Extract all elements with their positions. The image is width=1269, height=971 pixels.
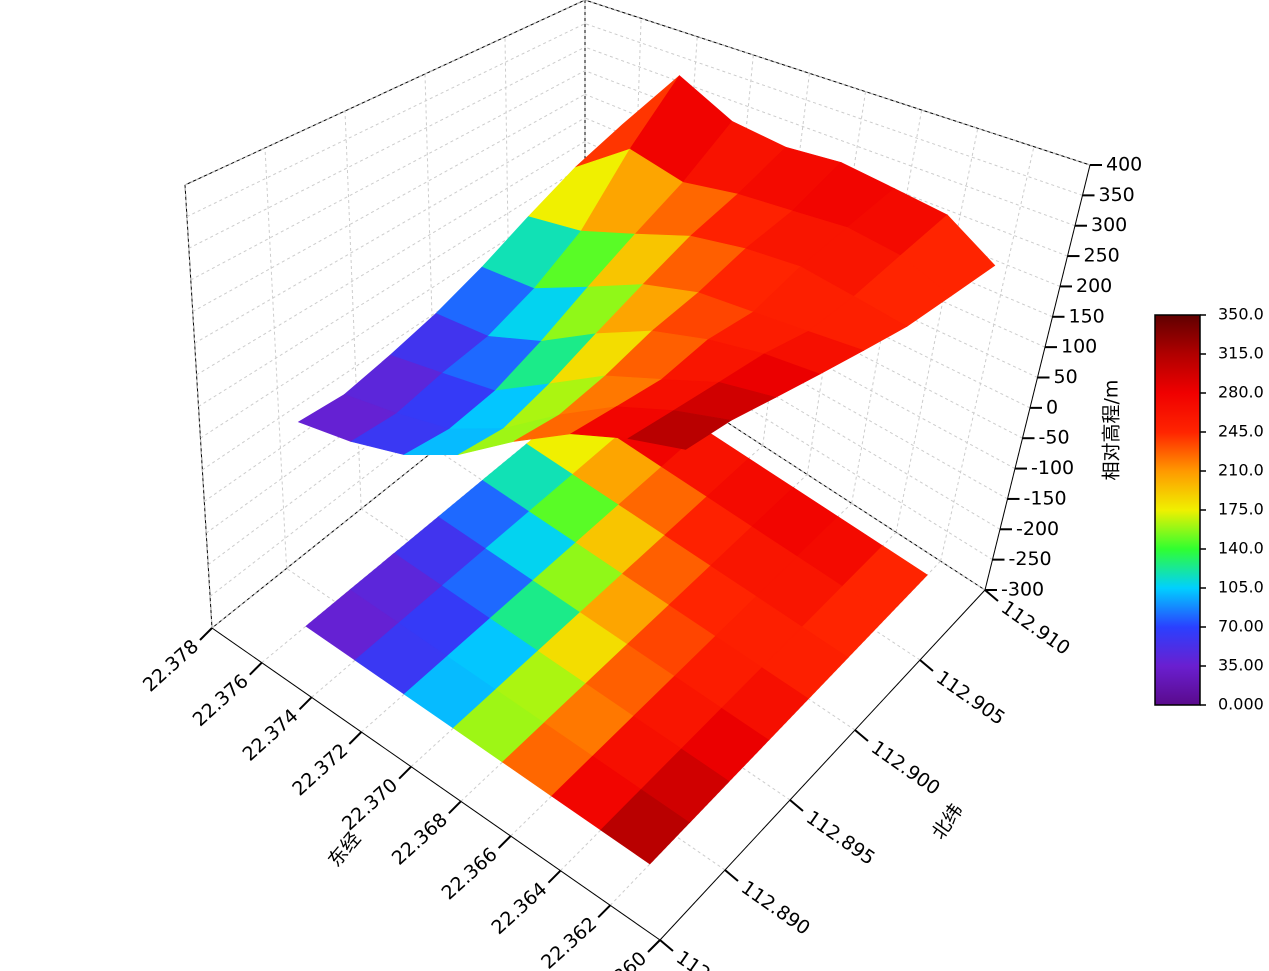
y-tick-label: 112.890: [737, 877, 814, 940]
x-tick-label: 22.364: [487, 878, 551, 939]
x-axis-title: 东经: [324, 828, 365, 871]
grid-line: [200, 188, 586, 439]
surface: [297, 75, 996, 456]
y-tick: [659, 939, 674, 952]
y-axis-title: 北纬: [928, 800, 968, 844]
z-tick-label: 50: [1054, 366, 1078, 388]
colorbar-tick-label: 350.0: [1218, 305, 1264, 324]
x-tick: [448, 800, 462, 815]
grid-line: [190, 70, 586, 281]
y-tick: [724, 869, 739, 882]
grid-line: [584, 306, 993, 561]
y-tick-label: 112.885: [672, 947, 749, 971]
y-tick: [984, 589, 999, 602]
y-tick-label: 112.900: [867, 737, 944, 800]
grid-line: [186, 23, 586, 218]
x-tick-label: 22.360: [587, 947, 651, 971]
grid-line: [504, 36, 511, 390]
x-tick: [597, 904, 611, 919]
box-edge: [659, 589, 986, 941]
colorbar-tick-label: 35.00: [1218, 656, 1264, 675]
x-tick: [647, 939, 661, 953]
x-tick-label: 22.372: [288, 739, 352, 800]
colorbar-scale: [1154, 314, 1201, 706]
grid-line: [184, 0, 586, 186]
colorbar-tick-label: 210.0: [1218, 461, 1264, 480]
x-tick: [249, 661, 263, 676]
colorbar-tick-label: 175.0: [1218, 500, 1264, 519]
y-tick: [854, 729, 869, 742]
grid-line: [895, 128, 979, 533]
x-tick-label: 22.362: [537, 913, 601, 971]
z-tick-label: 300: [1091, 214, 1127, 236]
grid-line: [584, 0, 1091, 166]
box-edge: [211, 627, 661, 941]
z-tick-label: 250: [1084, 245, 1120, 267]
z-tick-label: -50: [1039, 427, 1070, 449]
x-tick-label: 22.374: [238, 705, 302, 766]
colorbar-tick-label: 315.0: [1218, 344, 1264, 363]
x-tick-label: 22.376: [189, 670, 253, 731]
grid-line: [198, 164, 586, 407]
z-tick-label: -150: [1024, 487, 1067, 509]
grid-line: [184, 184, 213, 629]
colorbar-tick-label: 0.000: [1218, 695, 1264, 714]
x-tick-label: 22.370: [338, 774, 402, 835]
x-tick: [547, 869, 562, 884]
colorbar-tick-label: 70.00: [1218, 617, 1264, 636]
z-tick-label: -250: [1009, 548, 1052, 570]
z-tick-label: 400: [1106, 154, 1142, 176]
x-tick-label: 22.368: [388, 809, 452, 870]
x-tick-label: 22.378: [139, 635, 203, 696]
x-tick: [497, 835, 512, 849]
x-tick: [199, 627, 213, 641]
grid-line: [584, 46, 1076, 227]
z-tick-label: 0: [1046, 396, 1058, 418]
z-tick-label: 100: [1061, 336, 1097, 358]
y-tick: [789, 799, 804, 812]
x-tick: [348, 731, 363, 745]
y-tick-label: 112.910: [997, 597, 1074, 660]
colorbar-tick-label: 280.0: [1218, 383, 1264, 402]
z-tick-label: 200: [1076, 275, 1112, 297]
y-tick-label: 112.895: [802, 807, 879, 870]
z-tick-label: -100: [1031, 457, 1074, 479]
grid-line: [584, 23, 1083, 196]
z-tick-label: 350: [1099, 184, 1135, 206]
colorbar-tick-label: 245.0: [1218, 422, 1264, 441]
grid-line: [192, 93, 586, 313]
floor-cell: [600, 789, 690, 865]
colorbar-tick-label: 140.0: [1218, 539, 1264, 558]
z-tick-label: -300: [1001, 579, 1044, 601]
x-tick-label: 22.366: [438, 843, 502, 904]
z-axis-title: 相对高程/m: [1101, 380, 1123, 481]
colorbar: 0.000 35.00 70.00 105.0 140.0 175.0 210.0 245.0…: [1154, 305, 1264, 714]
x-tick: [298, 696, 313, 711]
z-tick-label: 150: [1069, 305, 1105, 327]
y-tick: [919, 659, 934, 672]
x-tick: [398, 765, 412, 780]
z-tick-label: -200: [1016, 518, 1059, 540]
y-tick-label: 112.905: [932, 667, 1009, 730]
grid-line: [188, 46, 586, 249]
colorbar-tick-label: 105.0: [1218, 578, 1264, 597]
surface-cell: [627, 410, 733, 450]
